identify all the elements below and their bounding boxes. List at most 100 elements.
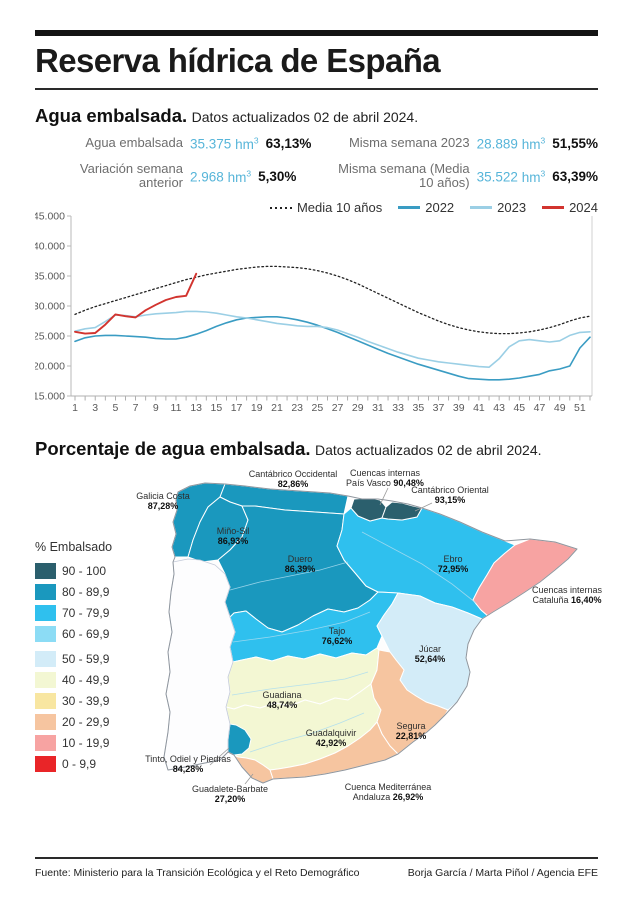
leader-cantabrico-oriental [414, 502, 433, 512]
map-label-cant_occ: Cantábrico Occidental 82,86% [249, 469, 338, 489]
map-legend-item: 50 - 59,9 [35, 651, 135, 667]
x-tick-label: 3 [92, 402, 98, 414]
legend-item-2022: 2022 [398, 200, 454, 215]
map-label-line: Segura [396, 721, 426, 731]
line-swatch-icon [542, 206, 565, 209]
stat-unit: hm3 [521, 135, 546, 152]
river-duero [229, 561, 349, 591]
y-tick-label: 45.000 [35, 211, 65, 223]
region-cantabrico-oriental [381, 501, 423, 521]
stat-amount: 2.968 [190, 169, 224, 185]
x-tick-label: 51 [574, 402, 586, 414]
author-credit: Borja García / Marta Piñol / Agencia EFE [407, 867, 598, 879]
map-label-line: Cuencas internas [531, 585, 603, 595]
river-ebro [361, 531, 477, 604]
map-legend-item: 70 - 79,9 [35, 605, 135, 621]
legend-label: 2024 [569, 200, 598, 215]
map-label-galicia: Galicia Costa 87,28% [136, 491, 190, 511]
map-label-value: 48,74% [266, 699, 298, 710]
stat-percent: 63,13% [265, 135, 312, 151]
map-label-line: Duero [287, 554, 313, 564]
x-tick-label: 9 [153, 402, 159, 414]
x-tick-label: 5 [112, 402, 118, 414]
map-legend-item: 80 - 89,9 [35, 584, 135, 600]
map-legend-label: 60 - 69,9 [62, 627, 110, 641]
map-legend-item: 90 - 100 [35, 563, 135, 579]
top-bar [35, 30, 598, 36]
dotted-line-icon [269, 206, 292, 209]
x-tick-label: 19 [251, 402, 263, 414]
y-tick-label: 20.000 [35, 361, 65, 373]
color-swatch-icon [35, 714, 56, 730]
color-swatch-icon [35, 651, 56, 667]
map-legend-item: 20 - 29,9 [35, 714, 135, 730]
stat-value: 35.375 hm3 [190, 135, 259, 152]
x-tick-label: 25 [312, 402, 324, 414]
legend-item-2024: 2024 [542, 200, 598, 215]
page-title: Reserva hídrica de España [35, 42, 441, 79]
x-tick-label: 39 [453, 402, 465, 414]
section1-title: Agua embalsada. [35, 105, 188, 126]
map-label-line: Guadiana [262, 690, 302, 700]
map-label-line: Guadalquivir [305, 728, 357, 738]
source-credit: Fuente: Ministerio para la Transición Ec… [35, 867, 360, 879]
map-label-tajo: Tajo 76,62% [322, 626, 353, 646]
line-swatch-icon [398, 206, 421, 209]
map-label-ebro: Ebro 72,95% [437, 554, 469, 574]
x-tick-label: 1 [72, 402, 78, 414]
map-label-mino_sil: Miño-Sil 86,93% [217, 526, 250, 546]
section1-header: Agua embalsada. Datos actualizados 02 de… [35, 105, 418, 127]
stats-block: Agua embalsada 35.375 hm3 63,13% Variaci… [35, 135, 598, 191]
portugal-area [163, 558, 236, 771]
stat-label: Misma semana 2023 [348, 134, 470, 150]
section2-header: Porcentaje de agua embalsada. Datos actu… [35, 438, 542, 460]
map-label-line: Cuencas internas [349, 468, 421, 478]
color-swatch-icon [35, 735, 56, 751]
map-label-tinto: Tinto, Odiel y Piedras 84,28% [145, 754, 231, 774]
x-tick-label: 45 [513, 402, 525, 414]
map-label-guadalete: Guadalete-Barbate 27,20% [192, 784, 268, 804]
x-tick-label: 41 [473, 402, 485, 414]
map-label-value: 87,28% [147, 500, 179, 511]
stat-variacion-semana: Variación semana anterior 2.968 hm3 5,30… [35, 161, 327, 192]
map-label-guadiana: Guadiana 48,74% [262, 690, 302, 710]
chart-legend: Media 10 años 2022 2023 2024 [269, 200, 598, 215]
map-label-value: 72,95% [437, 563, 469, 574]
series-Media 10 años [74, 265, 591, 335]
map-legend-item: 10 - 19,9 [35, 735, 135, 751]
map-label-line: Andaluza 26,92% [352, 791, 424, 802]
x-tick-label: 17 [231, 402, 243, 414]
river-guadalquivir [249, 712, 365, 753]
stat-amount: 35.375 [190, 136, 232, 152]
legend-label: 2023 [497, 200, 527, 215]
x-tick-label: 7 [133, 402, 139, 414]
line-swatch-icon [470, 206, 493, 209]
title-divider [35, 88, 598, 90]
x-tick-label: 21 [271, 402, 283, 414]
x-tick-label: 43 [493, 402, 505, 414]
map-label-line: Cantábrico Oriental [411, 485, 489, 495]
stat-misma-semana-media: Misma semana (Media 10 años) 35.522 hm3 … [327, 160, 598, 192]
section2-title: Porcentaje de agua embalsada. [35, 438, 311, 459]
stat-unit: hm3 [235, 135, 259, 152]
color-swatch-icon [35, 756, 56, 772]
stat-label: Misma semana (Media 10 años) [338, 160, 470, 191]
map-label-value: 86,93% [217, 535, 249, 546]
x-tick-label: 47 [534, 402, 546, 414]
footer-divider [35, 857, 598, 859]
map-canvas [163, 482, 578, 785]
stat-agua-embalsada: Agua embalsada 35.375 hm3 63,13% [35, 135, 327, 152]
stat-percent: 5,30% [258, 168, 297, 184]
spain-basin-map: Galicia Costa 87,28% Cantábrico Occidental… [130, 462, 634, 860]
map-legend-title: % Embalsado [35, 540, 113, 554]
x-tick-label: 49 [554, 402, 566, 414]
color-swatch-icon [35, 563, 56, 579]
stat-unit: hm3 [227, 168, 252, 185]
map-legend-label: 80 - 89,9 [62, 585, 110, 599]
map-legend-item: 0 - 9,9 [35, 756, 135, 772]
map-legend-label: 10 - 19,9 [62, 736, 110, 750]
stat-misma-semana-2023: Misma semana 2023 28.889 hm3 51,55% [327, 135, 598, 152]
map-legend-label: 40 - 49,9 [62, 673, 110, 687]
y-tick-label: 15.000 [35, 391, 65, 403]
